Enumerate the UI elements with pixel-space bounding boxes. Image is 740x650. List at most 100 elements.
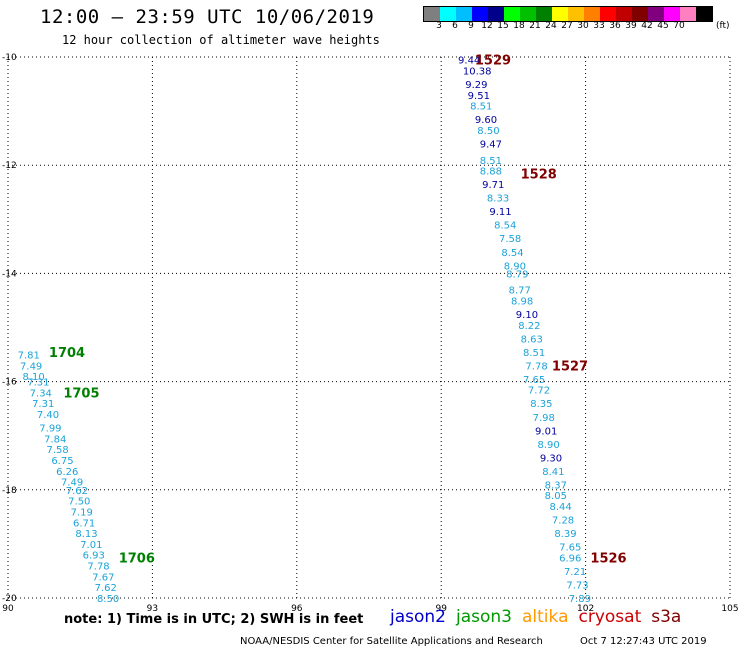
colorbar-label: 42 <box>641 21 653 31</box>
colorbar-label: 18 <box>513 21 525 31</box>
colorbar-swatch <box>600 7 616 21</box>
y-tick-label: -20 <box>2 594 17 604</box>
pass-label: 1706 <box>119 551 155 566</box>
data-point-value: 7.65 <box>559 543 581 554</box>
data-point-value: 7.01 <box>80 540 102 551</box>
colorbar-swatch <box>680 7 696 21</box>
legend-entry: cryosat <box>578 607 642 627</box>
data-point-value: 7.89 <box>569 594 591 605</box>
colorbar-label: 15 <box>497 21 509 31</box>
data-point-value: 6.93 <box>83 551 105 562</box>
data-point-value: 7.81 <box>18 351 40 362</box>
data-point-value: 7.78 <box>525 361 547 372</box>
data-point-value: 8.51 <box>470 102 492 113</box>
pass-label: 1527 <box>552 359 588 374</box>
x-tick-label: 96 <box>291 604 303 614</box>
chart-title: 12:00 – 23:59 UTC 10/06/2019 <box>40 6 375 28</box>
data-point-value: 7.50 <box>68 497 90 508</box>
data-point-value: 7.58 <box>499 234 521 245</box>
data-point-value: 7.49 <box>61 478 83 489</box>
y-tick-label: -18 <box>2 486 17 496</box>
colorbar-label: 36 <box>609 21 621 31</box>
data-point-value: 9.44 <box>458 56 480 67</box>
data-point-value: 8.54 <box>501 248 523 259</box>
colorbar-swatch <box>664 7 680 21</box>
pass-label: 1705 <box>63 386 99 401</box>
data-point-value: 8.33 <box>487 194 509 205</box>
colorbar-unit: (ft) <box>716 21 730 31</box>
data-point-value: 7.31 <box>32 399 54 410</box>
colorbar-swatch <box>648 7 664 21</box>
data-point-value: 7.62 <box>66 486 88 497</box>
data-point-value: 9.11 <box>489 207 511 218</box>
data-point-value: 7.31 <box>27 378 49 389</box>
data-point-value: 7.40 <box>37 410 59 421</box>
data-point-value: 6.71 <box>73 518 95 529</box>
colorbar-swatch <box>696 7 712 21</box>
data-point-value: 8.39 <box>554 529 576 540</box>
colorbar-label: 27 <box>561 21 573 31</box>
data-point-value: 9.47 <box>480 140 502 151</box>
data-point-value: 8.41 <box>542 467 564 478</box>
data-point-value: 8.22 <box>518 321 540 332</box>
data-point-value: 7.99 <box>39 424 61 435</box>
data-point-value: 8.05 <box>545 491 567 502</box>
legend-entry: altika <box>522 607 569 627</box>
colorbar-swatch <box>456 7 472 21</box>
credit-line: NOAA/NESDIS Center for Satellite Applica… <box>240 636 543 647</box>
data-point-value: 6.75 <box>51 456 73 467</box>
colorbar <box>423 6 713 22</box>
y-tick-label: -14 <box>2 269 17 279</box>
colorbar-swatch <box>568 7 584 21</box>
data-point-value: 9.29 <box>465 80 487 91</box>
legend-entry: s3a <box>651 607 682 627</box>
data-point-value: 8.37 <box>545 480 567 491</box>
data-point-value: 8.77 <box>509 286 531 297</box>
colorbar-label: 33 <box>593 21 605 31</box>
x-tick-label: 93 <box>147 604 158 614</box>
colorbar-label: 30 <box>577 21 589 31</box>
data-point-value: 7.67 <box>92 572 114 583</box>
colorbar-swatch <box>584 7 600 21</box>
colorbar-label: 12 <box>481 21 493 31</box>
data-point-value: 9.01 <box>535 426 557 437</box>
data-point-value: 8.90 <box>537 440 559 451</box>
colorbar-swatch <box>632 7 648 21</box>
data-point-value: 7.49 <box>20 361 42 372</box>
data-point-value: 7.21 <box>564 567 586 578</box>
pass-label: 1704 <box>49 346 85 361</box>
colorbar-label: 9 <box>468 21 474 31</box>
data-point-value: 7.62 <box>95 583 117 594</box>
x-tick-label: 105 <box>721 604 738 614</box>
data-point-value: 7.34 <box>30 388 52 399</box>
colorbar-swatch <box>424 7 440 21</box>
data-point-value: 10.38 <box>463 67 492 78</box>
data-point-value: 9.30 <box>540 453 562 464</box>
colorbar-label: 24 <box>545 21 557 31</box>
pass-label: 1528 <box>521 167 557 182</box>
data-point-value: 6.26 <box>56 467 78 478</box>
legend-entry: jason3 <box>456 607 512 627</box>
colorbar-swatch <box>472 7 488 21</box>
data-point-value: 7.73 <box>566 580 588 591</box>
colorbar-label: 21 <box>529 21 541 31</box>
timestamp: Oct 7 12:27:43 UTC 2019 <box>580 636 707 647</box>
colorbar-label: 39 <box>625 21 637 31</box>
data-point-value: 9.71 <box>482 180 504 191</box>
pass-label: 1529 <box>475 54 511 69</box>
x-tick-label: 102 <box>577 604 594 614</box>
colorbar-label: 3 <box>436 21 442 31</box>
data-point-value: 7.78 <box>87 562 109 573</box>
data-point-value: 8.51 <box>480 156 502 167</box>
data-point-value: 8.79 <box>506 269 528 280</box>
colorbar-swatch <box>536 7 552 21</box>
y-tick-label: -10 <box>2 53 17 63</box>
data-point-value: 8.13 <box>75 529 97 540</box>
footer-note: note: 1) Time is in UTC; 2) SWH is in fe… <box>64 612 364 627</box>
data-point-value: 9.51 <box>468 91 490 102</box>
data-point-value: 7.72 <box>528 386 550 397</box>
data-point-value: 7.19 <box>71 507 93 518</box>
colorbar-swatch <box>504 7 520 21</box>
data-point-value: 7.28 <box>552 516 574 527</box>
